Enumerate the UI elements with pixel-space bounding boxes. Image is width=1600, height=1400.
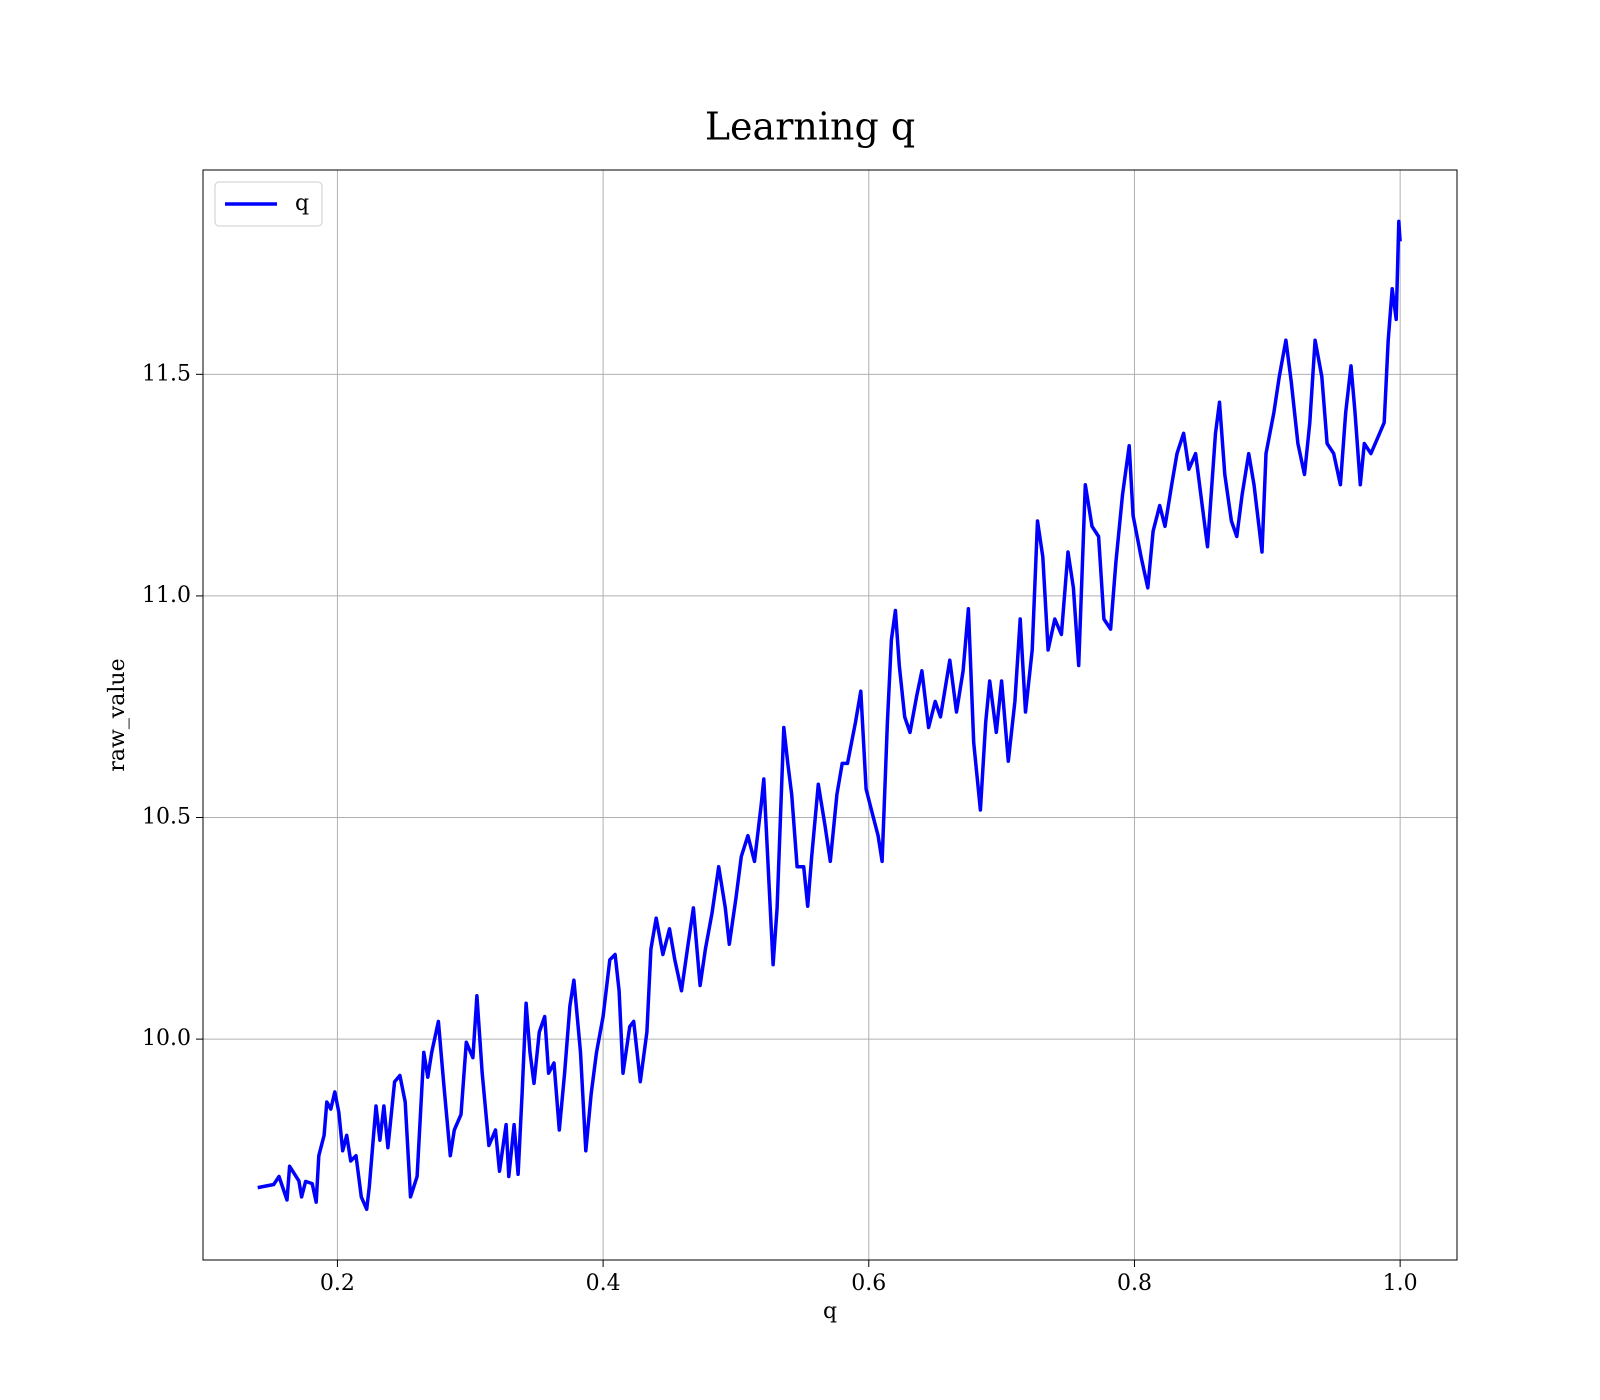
- y-tick-label: 10.0: [142, 1026, 191, 1051]
- x-tick-label: 0.2: [320, 1271, 355, 1296]
- x-axis-label: q: [823, 1299, 837, 1324]
- legend-label: q: [295, 191, 309, 216]
- x-tick-label: 0.8: [1117, 1271, 1152, 1296]
- data-line: [257, 219, 1402, 1212]
- x-tick-label: 0.4: [586, 1271, 621, 1296]
- chart-title: Learning q: [705, 105, 915, 149]
- y-tick-label: 10.5: [142, 805, 191, 830]
- y-tick-label: 11.5: [142, 361, 191, 386]
- plot-frame: [202, 169, 1458, 1261]
- y-tick-label: 11.0: [142, 583, 191, 608]
- x-tick-label: 0.6: [851, 1271, 886, 1296]
- x-tick-label: 1.0: [1383, 1271, 1418, 1296]
- y-axis-label: raw_value: [105, 658, 130, 771]
